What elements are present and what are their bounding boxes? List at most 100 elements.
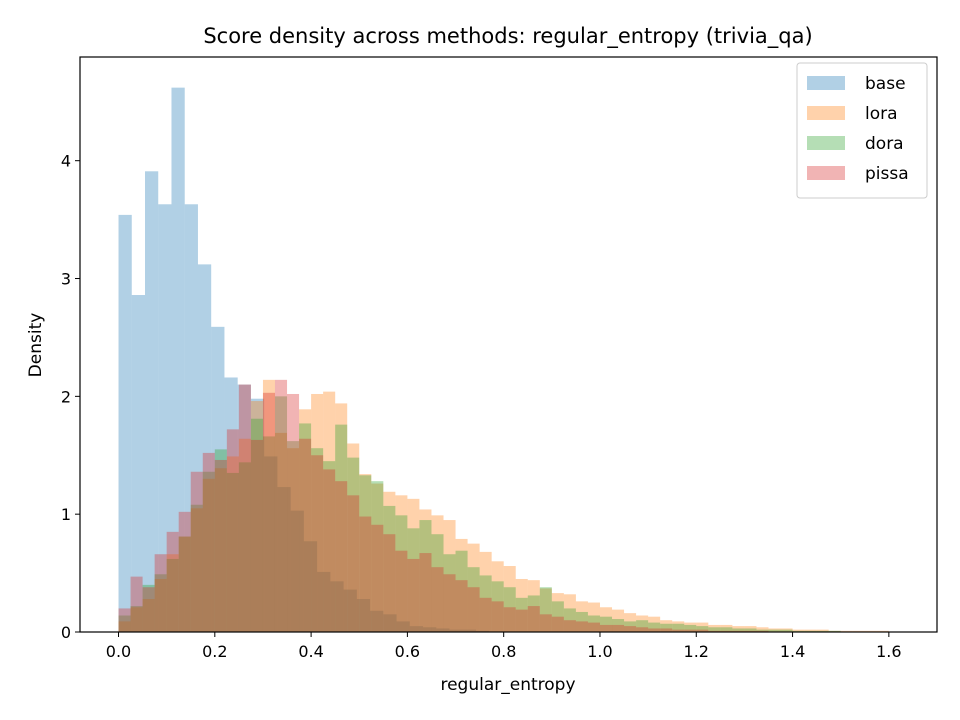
dora-bar	[636, 620, 649, 632]
dora-bar	[226, 472, 239, 632]
pissa-bar	[455, 580, 468, 632]
pissa-bar	[467, 587, 480, 632]
dora-bar	[274, 396, 288, 632]
lora-bar	[527, 580, 540, 632]
y-axis-label: Density	[26, 313, 46, 378]
pissa-bar	[431, 567, 444, 632]
legend-item-lora: lora	[807, 104, 898, 124]
legend-swatch	[807, 106, 845, 120]
dora-bar	[612, 619, 625, 632]
pissa-bar	[395, 550, 408, 632]
lora-bar	[708, 624, 721, 632]
dora-bar	[323, 461, 336, 632]
base-bar	[462, 629, 476, 632]
lora-bar	[178, 536, 191, 632]
dora-bar	[118, 615, 131, 632]
legend-swatch	[807, 166, 845, 180]
lora-bar	[720, 624, 733, 632]
base-bar	[330, 581, 344, 632]
pissa-bar	[371, 524, 384, 632]
base-bar	[211, 326, 225, 632]
x-axis: 0.0 0.2 0.4 0.6 0.8 1.0 1.2 1.4 1.6	[106, 632, 902, 661]
lora-bar	[395, 495, 408, 632]
legend-item-base: base	[807, 74, 906, 94]
dora-bar	[768, 629, 781, 632]
pissa-bar	[419, 553, 432, 632]
pissa-bar	[383, 534, 396, 632]
pissa-bar	[226, 429, 239, 632]
dora-bar	[455, 550, 468, 632]
dora-bar	[250, 418, 263, 632]
dora-bar	[262, 436, 275, 632]
pissa-bar	[274, 379, 288, 632]
pissa-bar	[407, 558, 420, 632]
histogram-bars	[118, 87, 889, 633]
lora-bar	[371, 483, 384, 632]
dora-bar	[443, 554, 456, 632]
dora-bar	[467, 567, 480, 632]
base-bar	[131, 295, 145, 632]
lora-bar	[792, 629, 805, 632]
base-bar	[356, 599, 371, 632]
dora-bar	[359, 475, 372, 632]
base-bar	[224, 377, 238, 632]
pissa-bar	[214, 459, 227, 632]
dora-bar	[756, 629, 769, 632]
lora-bar	[166, 554, 179, 632]
lora-bar	[672, 621, 685, 632]
lora-bar	[287, 448, 300, 632]
pissa-bar	[684, 629, 697, 632]
pissa-bar	[443, 574, 456, 632]
dora-bar	[780, 629, 793, 632]
x-tick-label: 1.6	[876, 642, 901, 661]
dora-bar	[599, 616, 613, 632]
legend-item-pissa: pissa	[807, 164, 909, 184]
base-bar	[158, 204, 172, 632]
lora-bar	[636, 615, 649, 632]
pissa-bar	[118, 608, 131, 632]
y-axis: 0 1 2 3 4	[61, 152, 80, 642]
pissa-bar	[612, 624, 625, 632]
x-tick-label: 0.4	[298, 642, 323, 661]
pissa-bar	[202, 452, 215, 632]
y-tick-label: 4	[61, 152, 71, 171]
lora-bar	[551, 593, 564, 632]
dora-bar	[166, 558, 179, 632]
plot-frame	[79, 56, 938, 633]
base-bar	[396, 621, 410, 632]
x-tick-label: 0.2	[202, 642, 227, 661]
lora-bar	[359, 474, 372, 632]
pissa-bar	[672, 629, 685, 632]
dora-bar	[696, 626, 709, 632]
dora-bar	[648, 622, 661, 632]
dora-bar	[178, 536, 191, 632]
lora-bar	[756, 627, 769, 632]
chart-title: Score density across methods: regular_en…	[203, 24, 812, 49]
pissa-bar	[575, 621, 588, 632]
legend-item-dora: dora	[807, 134, 904, 154]
lora-bar	[431, 515, 444, 632]
dora-bar	[684, 624, 697, 632]
pissa-bar	[262, 392, 275, 632]
base-bar	[171, 87, 185, 632]
pissa-bar	[599, 624, 613, 632]
base-bar	[436, 628, 450, 632]
dora-bar	[431, 534, 444, 632]
dora-bar	[407, 528, 420, 632]
dora-bar	[527, 595, 540, 632]
pissa-bar	[287, 393, 300, 632]
pissa-bar	[624, 626, 637, 632]
pissa-bar	[491, 601, 504, 632]
lora-bar	[383, 491, 396, 632]
series-lora	[118, 379, 889, 632]
pissa-bar	[130, 576, 143, 632]
legend-label: base	[865, 74, 906, 94]
lora-bar	[250, 401, 263, 632]
dora-bar	[130, 606, 143, 632]
pissa-bar	[696, 629, 709, 632]
dora-bar	[732, 628, 745, 632]
x-tick-label: 0.8	[491, 642, 516, 661]
lora-bar	[202, 478, 215, 632]
dora-bar	[587, 615, 600, 632]
